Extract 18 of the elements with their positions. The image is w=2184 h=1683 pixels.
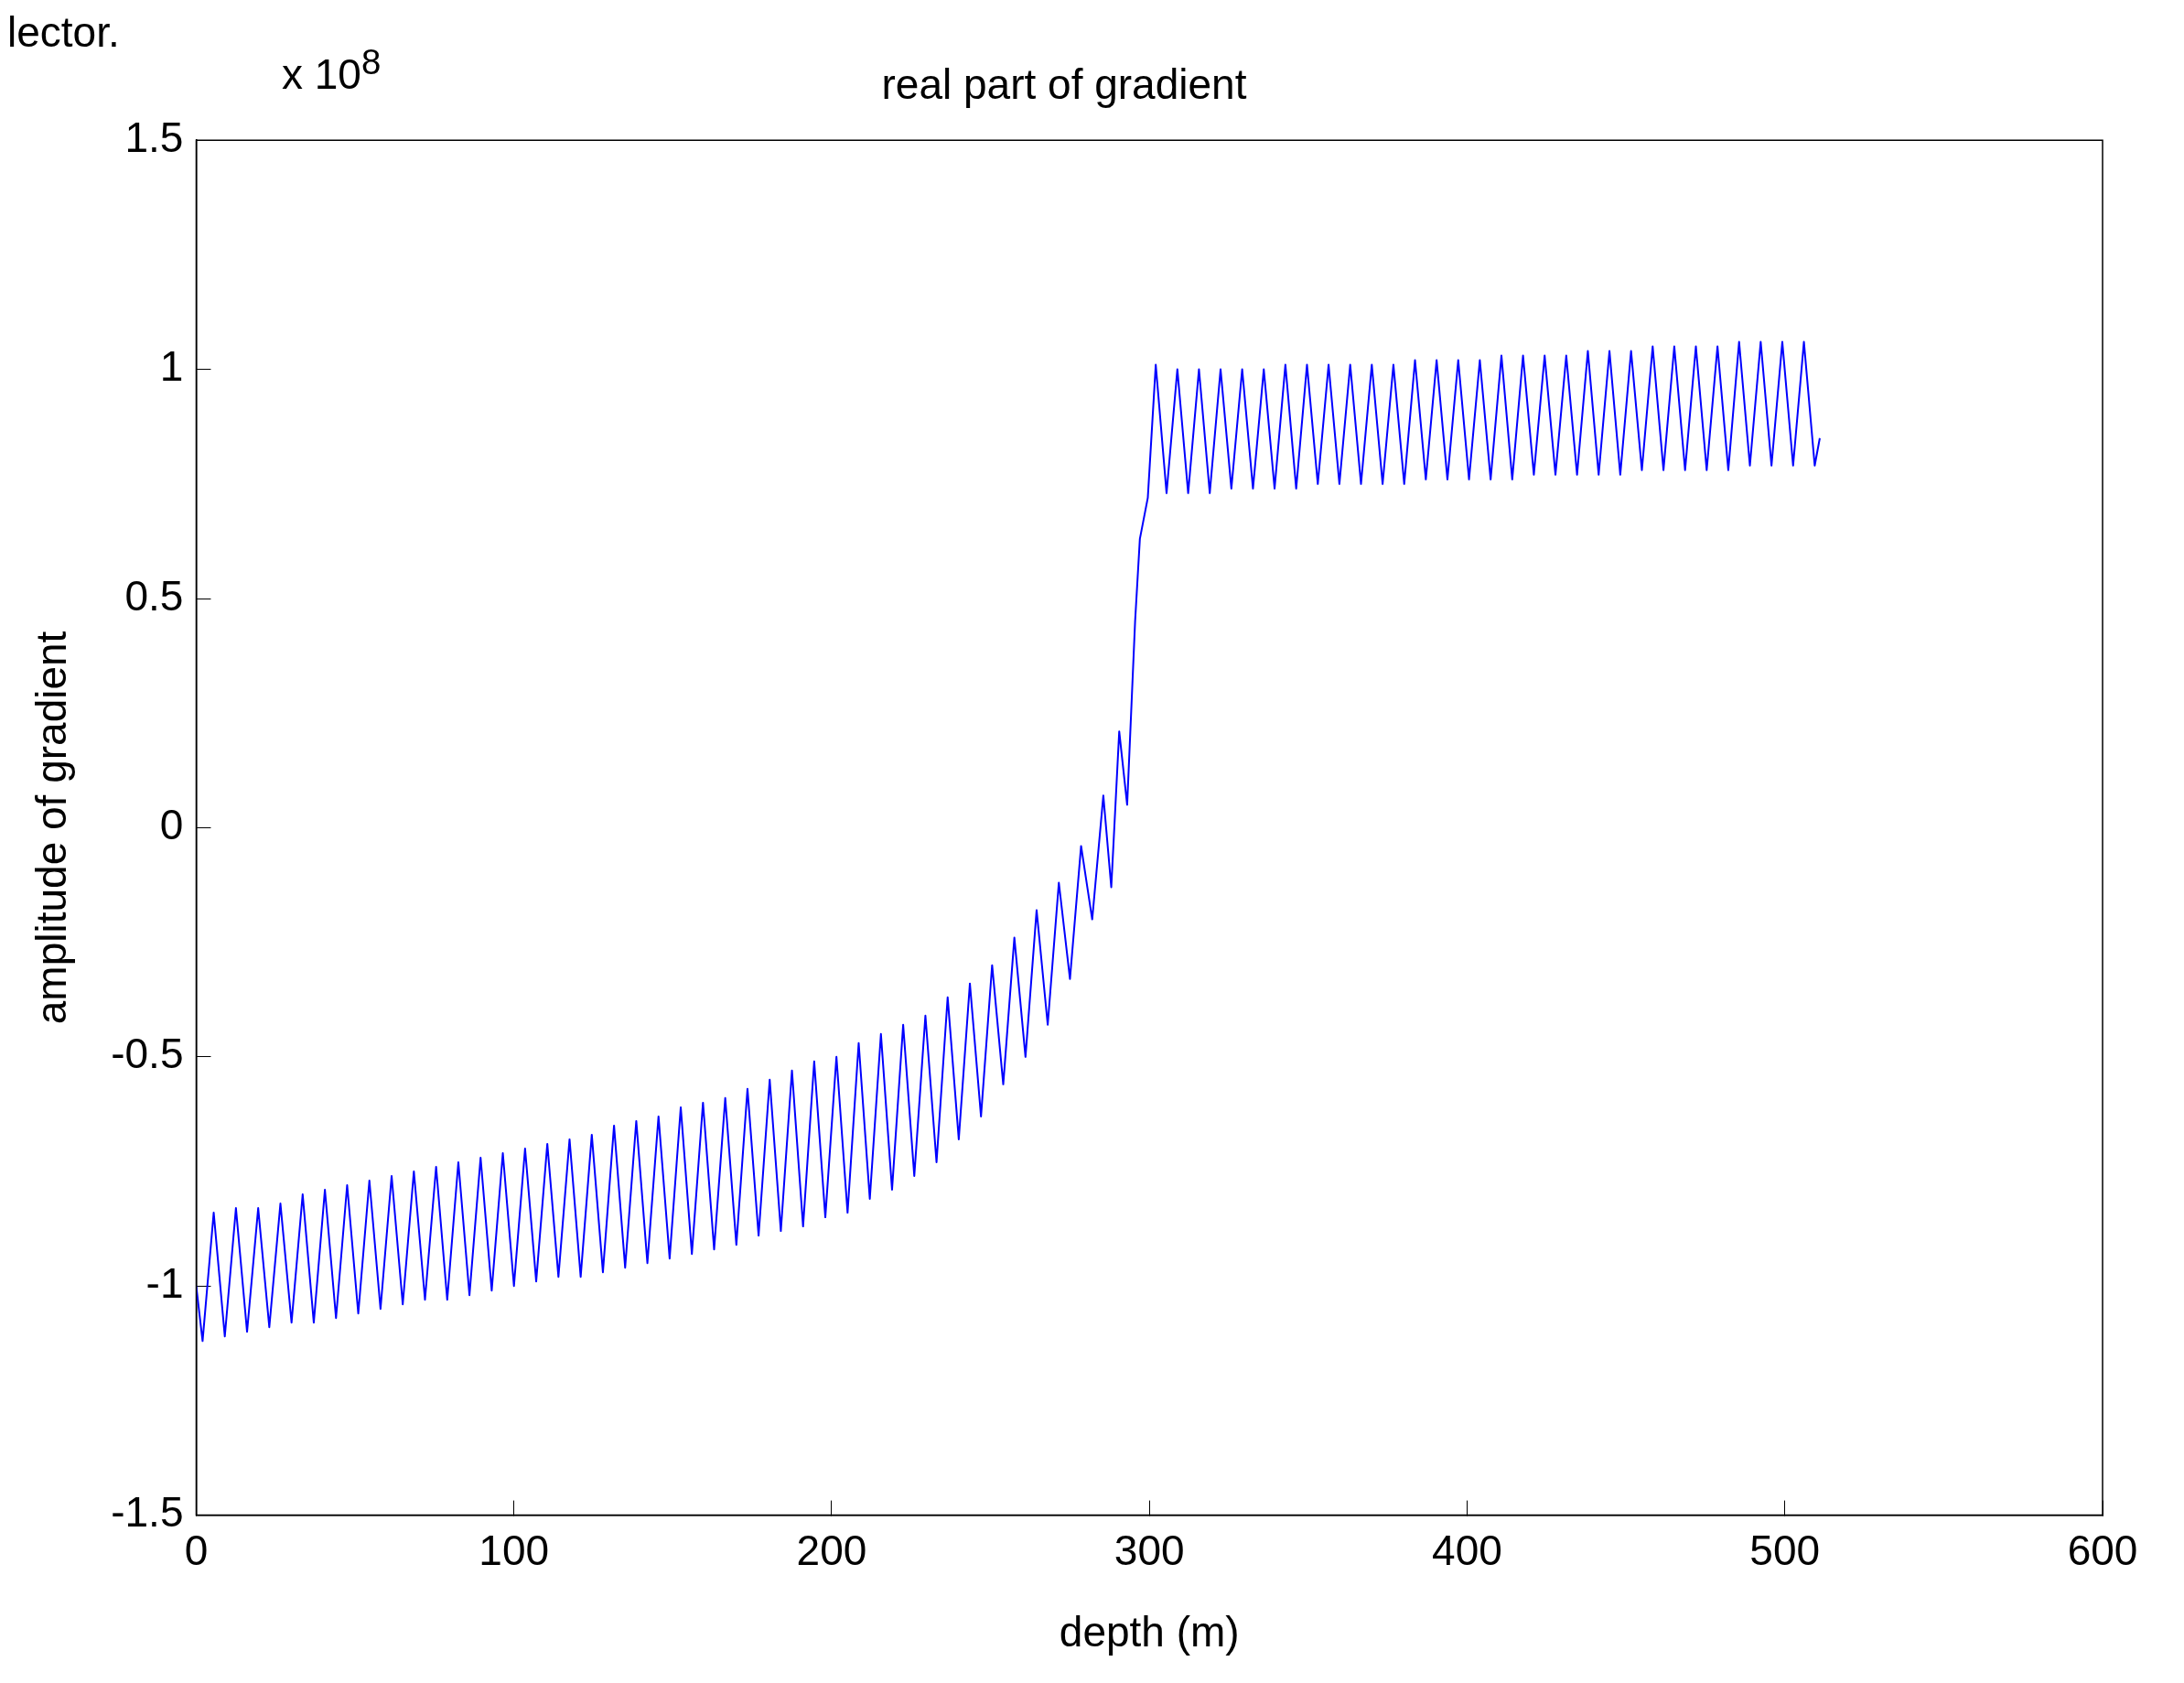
x-tick-label: 400	[1432, 1526, 1502, 1574]
text: x 10$^{8}$	[282, 42, 382, 100]
y-tick-label: -0.5	[111, 1030, 184, 1078]
text: lector.	[7, 7, 120, 57]
x-tick-label: 300	[1114, 1526, 1185, 1574]
y-tick-label: 0.5	[124, 571, 184, 620]
x-axis-title: depth (m)	[1059, 1608, 1240, 1656]
x-tick-label: 600	[2067, 1526, 2138, 1574]
y-tick-label: -1.5	[111, 1488, 184, 1537]
y-tick-label: 0	[159, 801, 184, 849]
y-axis-title: amplitude of gradient	[27, 631, 76, 1025]
x-tick-label: 200	[796, 1526, 867, 1574]
chart-title: real part of gradient	[881, 60, 1247, 109]
y-tick-label: 1.5	[124, 113, 184, 161]
y-tick-label: -1	[145, 1258, 184, 1307]
y-tick-label: 1	[159, 342, 184, 391]
x-tick-label: 500	[1749, 1526, 1821, 1574]
x-tick-label: 100	[479, 1526, 550, 1574]
